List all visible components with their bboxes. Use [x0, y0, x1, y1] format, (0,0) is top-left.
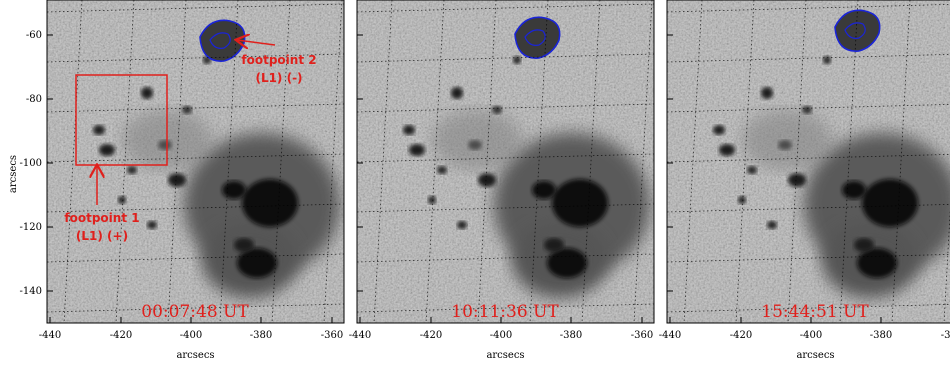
panel-1: -440 -420 -400 -380 -360 -60 -80 -100 -120 -140 ar… — [20, 0, 345, 361]
fp1-label-line: footpoint 1 — [64, 211, 139, 225]
magnetic-contour — [834, 9, 881, 52]
magnetic-contour — [514, 16, 561, 59]
x-tick-label: -400 — [180, 330, 202, 341]
x-tick-label: -380 — [870, 330, 892, 341]
x-tick-label: -440 — [659, 330, 681, 341]
x-tick-label: -380 — [560, 330, 582, 341]
region-box — [75, 74, 168, 166]
x-axis-label: arcsecs — [176, 350, 214, 361]
fp1-label-line: (L1) (+) — [76, 229, 128, 243]
x-tick-label: -360 — [941, 330, 950, 341]
y-tick-label: -100 — [20, 158, 42, 169]
x-tick-label: -420 — [420, 330, 442, 341]
x-tick-label: -400 — [490, 330, 512, 341]
panel-frame — [666, 0, 950, 324]
time-label: 00:07:48 UT — [141, 302, 249, 322]
x-tick-label: -420 — [110, 330, 132, 341]
x-tick-label: -440 — [349, 330, 371, 341]
x-tick-label: -420 — [730, 330, 752, 341]
x-axis-label: arcsecs — [486, 350, 524, 361]
x-tick-label: -440 — [39, 330, 61, 341]
x-axis-label: arcsecs — [796, 350, 834, 361]
y-axis-label: arcsecs — [8, 155, 19, 193]
y-tick-label: -80 — [26, 94, 42, 105]
fp1-annotation: footpoint 1 (L1) (+) — [64, 166, 140, 243]
panel-3: -440 -420 -400 -380 -360 arcsecs 15:44:51 UT — [659, 0, 950, 361]
panel-frame — [46, 0, 345, 324]
solar-image — [47, 0, 344, 323]
solar-image — [357, 0, 654, 323]
fp2-label-line: footpoint 2 — [241, 53, 316, 67]
time-label: 10:11:36 UT — [451, 302, 559, 322]
fp2-annotation: footpoint 2 (L1) (-) — [237, 40, 317, 85]
y-tick-label: -120 — [20, 222, 42, 233]
panel-2: -440 -420 -400 -380 -360 arcsecs 10:11:36 UT — [349, 0, 655, 361]
y-tick-label: -140 — [20, 286, 42, 297]
x-tick-label: -360 — [321, 330, 343, 341]
x-tick-label: -400 — [800, 330, 822, 341]
y-tick-label: -60 — [26, 30, 42, 41]
time-label: 15:44:51 UT — [761, 302, 869, 322]
solar-image — [667, 0, 950, 323]
panel-frame — [356, 0, 655, 324]
fp2-label-line: (L1) (-) — [255, 71, 302, 85]
x-tick-label: -360 — [631, 330, 653, 341]
x-tick-label: -380 — [250, 330, 272, 341]
